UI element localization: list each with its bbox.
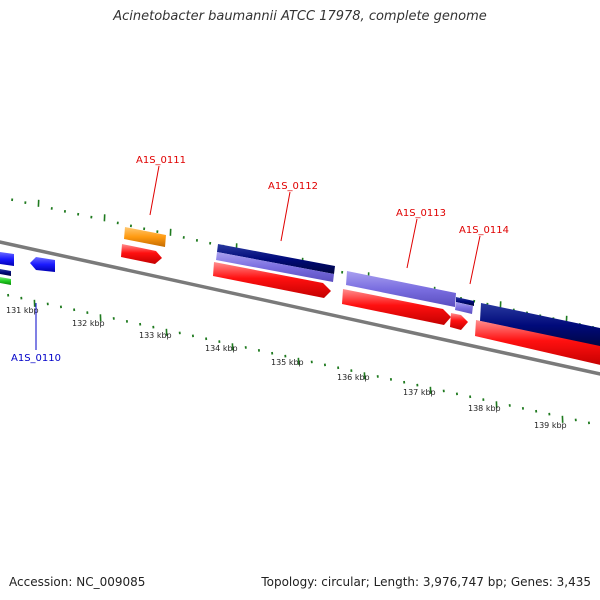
leader-a1s-0112 [280, 191, 291, 242]
genome-title: Acinetobacter baumannii ATCC 17978, comp… [113, 9, 487, 24]
gene-label-a1s-0110[interactable]: A1S_0110 [11, 353, 61, 364]
lower-tick-row [7, 293, 590, 425]
gene-labels: A1S_0110 A1S_0111 A1S_0112 A1S_0113 A1S_… [11, 155, 509, 364]
kbp-label-134: 134 kbp [205, 344, 238, 353]
topology-text: Topology: circular; [261, 575, 370, 589]
kbp-label-132: 132 kbp [72, 319, 105, 328]
gene-features [0, 227, 600, 366]
gene-a1s-0112-arrow[interactable] [213, 262, 331, 298]
gene-a1s-0114-navy-bar[interactable] [480, 303, 600, 348]
gene-blue-left-edge[interactable] [0, 252, 14, 266]
gene-a1s-0111-arrow[interactable] [121, 244, 162, 264]
kbp-label-133: 133 kbp [139, 331, 172, 340]
leader-a1s-0113 [406, 218, 418, 269]
gene-label-a1s-0113[interactable]: A1S_0113 [396, 208, 446, 219]
kbp-label-131: 131 kbp [6, 306, 39, 315]
gene-label-a1s-0112[interactable]: A1S_0112 [268, 181, 318, 192]
kbp-label-138: 138 kbp [468, 404, 501, 413]
gene-a1s-0113-arrow[interactable] [342, 289, 451, 325]
kbp-scale-labels: 131 kbp 132 kbp 133 kbp 134 kbp 135 kbp … [6, 306, 567, 430]
gene-label-a1s-0111[interactable]: A1S_0111 [136, 155, 186, 166]
kbp-label-137: 137 kbp [403, 388, 436, 397]
leader-a1s-0111 [149, 165, 160, 216]
gene-a1s-0114-red-bar[interactable] [475, 320, 600, 366]
kbp-label-135: 135 kbp [271, 358, 304, 367]
gene-navy-left-edge[interactable] [0, 269, 11, 276]
genome-summary: Topology: circular; Length: 3,976,747 bp… [261, 575, 591, 589]
gene-green-left-edge[interactable] [0, 277, 11, 285]
genome-backbone-line [0, 240, 600, 376]
genes-count-text: Genes: 3,435 [510, 575, 591, 589]
kbp-label-139: 139 kbp [534, 421, 567, 430]
gene-a1s-0113-navy-tip[interactable] [456, 297, 474, 306]
gene-a1s-0113-lavender-bar[interactable] [346, 271, 456, 307]
accession-text: Accession: NC_009085 [9, 575, 146, 589]
kbp-label-136: 136 kbp [337, 373, 370, 382]
leader-a1s-0114 [469, 235, 481, 285]
gene-a1s-0113-lavender-tip[interactable] [455, 302, 473, 314]
gene-label-a1s-0114[interactable]: A1S_0114 [459, 225, 509, 236]
length-text: Length: 3,976,747 bp; [373, 575, 508, 589]
gene-a1s-0112-navy-bar[interactable] [217, 244, 335, 274]
gene-a1s-0112-lavender-bar[interactable] [216, 252, 334, 282]
gene-small-red-arrow[interactable] [450, 313, 468, 330]
gene-label-leaders [35, 165, 481, 350]
gene-a1s-0110-arrow[interactable] [30, 257, 55, 272]
gene-orange-block[interactable] [124, 227, 166, 247]
